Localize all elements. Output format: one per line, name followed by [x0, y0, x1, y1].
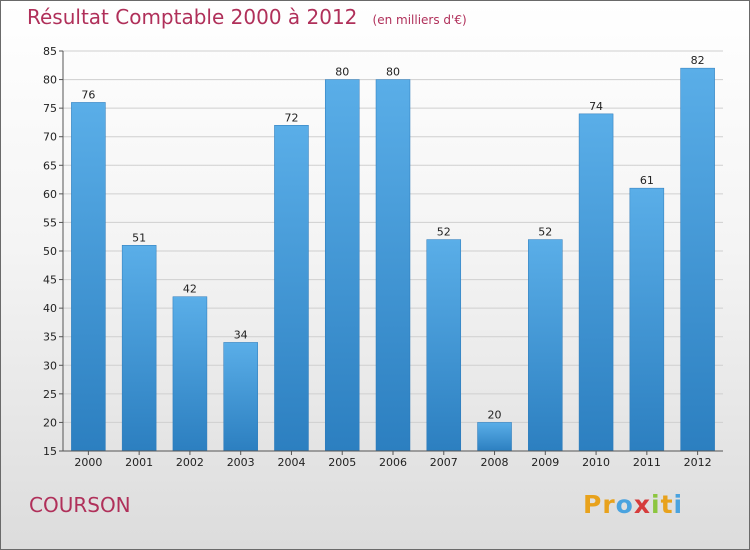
- axes: 15 20 25 30 35 40 45 50 55 60 65 70 75 80 85 2000 2001 20…: [43, 45, 723, 469]
- bar-value-label: 74: [589, 100, 603, 113]
- bar-value-label: 52: [538, 226, 552, 239]
- y-tick-label: 85: [43, 45, 57, 58]
- y-tick-label: 75: [43, 102, 57, 115]
- bar-value-label: 51: [132, 231, 146, 244]
- y-tick-label: 55: [43, 216, 57, 229]
- bar-value-label: 20: [488, 408, 502, 421]
- x-tick-label: 2002: [176, 456, 204, 469]
- x-tick-label: 2008: [481, 456, 509, 469]
- y-tick-label: 50: [43, 245, 57, 258]
- y-tick-label: 45: [43, 274, 57, 287]
- logo-letter: r: [602, 490, 616, 519]
- y-tick-label: 25: [43, 388, 57, 401]
- bar: [375, 79, 411, 452]
- bar-value-label: 80: [335, 66, 349, 79]
- logo-letter: i: [651, 490, 661, 519]
- bar-value-label: 42: [183, 283, 197, 296]
- bar-value-label: 72: [284, 111, 298, 124]
- bar: [172, 296, 208, 452]
- chart-title-text: Résultat Comptable 2000 à 2012: [27, 5, 358, 29]
- x-tick-label: 2010: [582, 456, 610, 469]
- x-tick-label: 2012: [684, 456, 712, 469]
- x-tick-label: 2005: [328, 456, 356, 469]
- bar: [477, 422, 512, 452]
- bar: [426, 239, 462, 452]
- proxiti-logo: Proxiti: [583, 490, 683, 519]
- y-tick-label: 30: [43, 359, 57, 372]
- logo-letter: P: [583, 490, 603, 519]
- logo-letter: x: [633, 490, 651, 519]
- y-tick-label: 80: [43, 74, 57, 87]
- bar-value-label: 82: [691, 54, 705, 67]
- bar: [71, 102, 106, 452]
- bar-value-label: 61: [640, 174, 654, 187]
- y-tick-label: 70: [43, 131, 57, 144]
- y-tick-label: 15: [43, 445, 57, 458]
- bar: [274, 125, 309, 452]
- bar: [324, 79, 360, 452]
- place-name: COURSON: [29, 493, 131, 517]
- bars: 76 51 42 34 72 80 80 52 20 52 74 61 82: [71, 54, 715, 452]
- bar-value-label: 34: [234, 328, 248, 341]
- y-tick-label: 40: [43, 302, 57, 315]
- bar: [223, 342, 258, 452]
- bar: [121, 245, 157, 452]
- bar-value-label: 52: [437, 226, 451, 239]
- y-tick-label: 60: [43, 188, 57, 201]
- x-tick-label: 2004: [277, 456, 305, 469]
- bar: [680, 67, 715, 452]
- bar: [528, 239, 563, 452]
- x-tick-label: 2001: [125, 456, 153, 469]
- x-tick-label: 2007: [430, 456, 458, 469]
- x-tick-label: 2011: [633, 456, 661, 469]
- logo-letter: o: [615, 490, 634, 519]
- x-tick-label: 2003: [227, 456, 255, 469]
- y-tick-label: 20: [43, 416, 57, 429]
- bar-value-label: 76: [81, 88, 95, 101]
- logo-letter: t: [660, 490, 674, 519]
- y-tick-label: 35: [43, 331, 57, 344]
- x-tick-label: 2000: [74, 456, 102, 469]
- chart-unit: (en milliers d'€): [372, 13, 467, 27]
- bar: [629, 187, 665, 452]
- x-tick-label: 2006: [379, 456, 407, 469]
- y-tick-label: 65: [43, 159, 57, 172]
- bar-value-label: 80: [386, 66, 400, 79]
- x-tick-label: 2009: [531, 456, 559, 469]
- chart-title: Résultat Comptable 2000 à 2012 (en milli…: [27, 5, 467, 29]
- bar: [578, 113, 614, 452]
- logo-letter: i: [673, 490, 684, 519]
